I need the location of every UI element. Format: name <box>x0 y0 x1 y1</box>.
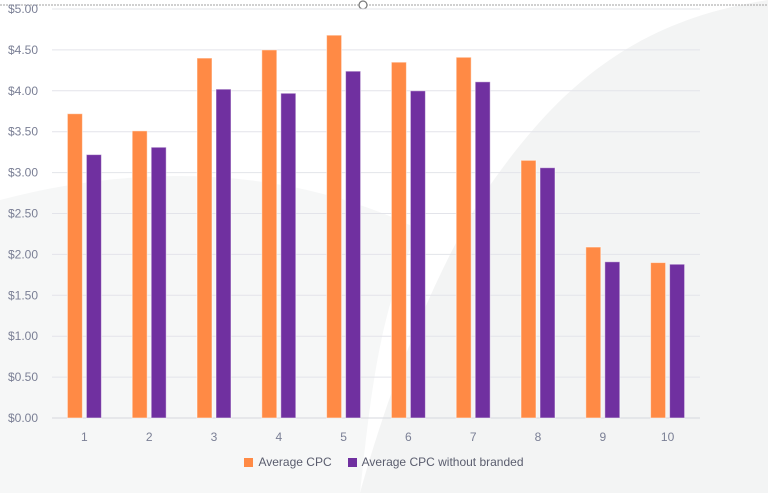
y-tick-label: $4.00 <box>8 84 38 98</box>
y-tick-label: $0.50 <box>8 370 38 384</box>
x-tick-label: 3 <box>211 430 218 444</box>
bar-average-cpc-without-branded-7 <box>474 81 491 419</box>
x-tick-label: 5 <box>340 430 347 444</box>
bar-average-cpc-9 <box>585 246 602 419</box>
bar-average-cpc-8 <box>520 159 537 419</box>
bar-average-cpc-without-branded-6 <box>409 90 426 419</box>
legend-item-average-cpc-without-branded: Average CPC without branded <box>347 455 524 469</box>
legend-swatch-orange <box>244 457 254 467</box>
bar-average-cpc-without-branded-9 <box>604 261 621 419</box>
y-tick-label: $3.50 <box>8 125 38 139</box>
x-tick-label: 7 <box>470 430 477 444</box>
y-tick-label: $1.00 <box>8 329 38 343</box>
bar-average-cpc-without-branded-1 <box>85 154 102 419</box>
x-tick-label: 4 <box>275 430 282 444</box>
bar-average-cpc-1 <box>66 113 83 419</box>
y-tick-label: $3.00 <box>8 166 38 180</box>
legend-label: Average CPC without branded <box>361 455 524 469</box>
bar-average-cpc-without-branded-5 <box>345 70 362 419</box>
y-tick-label: $2.00 <box>8 247 38 261</box>
y-tick-label: $1.50 <box>8 288 38 302</box>
legend-item-average-cpc: Average CPC <box>244 455 332 469</box>
resize-handle[interactable] <box>358 0 368 10</box>
x-tick-label: 10 <box>661 430 675 444</box>
bar-average-cpc-6 <box>390 61 407 419</box>
legend-swatch-purple <box>347 457 357 467</box>
y-tick-label: $0.00 <box>8 411 38 425</box>
bar-average-cpc-10 <box>650 262 667 419</box>
y-tick-label: $5.00 <box>8 2 38 16</box>
y-tick-label: $4.50 <box>8 43 38 57</box>
bar-average-cpc-7 <box>455 56 472 419</box>
bar-average-cpc-without-branded-3 <box>215 88 232 419</box>
bar-average-cpc-without-branded-2 <box>150 146 167 419</box>
bar-average-cpc-without-branded-8 <box>539 167 556 419</box>
bar-average-cpc-2 <box>131 130 148 419</box>
legend: Average CPC Average CPC without branded <box>0 455 768 469</box>
x-tick-label: 2 <box>146 430 153 444</box>
y-tick-label: $2.50 <box>8 207 38 221</box>
bar-average-cpc-5 <box>326 34 343 419</box>
bar-average-cpc-without-branded-4 <box>280 92 297 419</box>
bar-average-cpc-without-branded-10 <box>669 263 686 419</box>
x-tick-label: 8 <box>535 430 542 444</box>
x-tick-label: 1 <box>81 430 88 444</box>
bar-average-cpc-3 <box>196 57 213 419</box>
x-tick-label: 9 <box>599 430 606 444</box>
bar-average-cpc-4 <box>261 49 278 419</box>
x-tick-label: 6 <box>405 430 412 444</box>
legend-label: Average CPC <box>258 455 332 469</box>
